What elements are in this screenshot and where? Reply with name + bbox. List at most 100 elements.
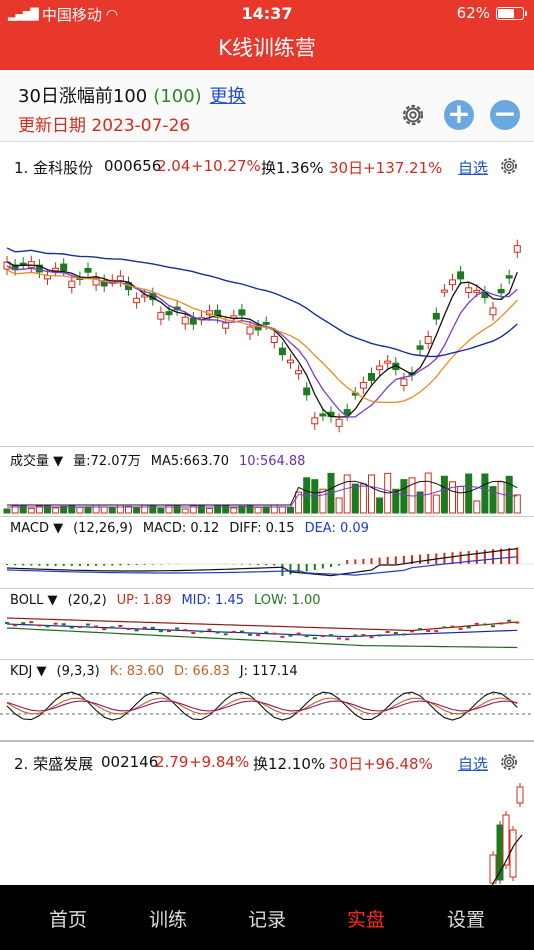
boll-tick	[37, 624, 42, 627]
add-button[interactable]: +	[444, 100, 474, 130]
stock-name: 2. 荣盛发展	[14, 755, 94, 773]
boll-tick	[458, 627, 463, 630]
candle	[52, 267, 60, 272]
boll-tick	[499, 622, 504, 625]
boll-tick	[175, 627, 180, 630]
tab-settings[interactable]: 设置	[446, 909, 485, 931]
volume-bar	[473, 500, 481, 514]
boll-tick	[231, 630, 236, 633]
volume-bar	[157, 507, 165, 514]
tab-record[interactable]: 记录	[247, 909, 286, 931]
kline-chart[interactable]	[0, 184, 534, 446]
kdj-toggle[interactable]: KDJ ▼	[10, 664, 47, 679]
volume-bar	[84, 506, 92, 514]
boll-tick	[337, 637, 342, 640]
candle	[230, 315, 238, 319]
volume-bar	[505, 475, 513, 514]
volume-bar	[287, 506, 294, 514]
volume-toggle[interactable]: 成交量 ▼	[10, 454, 64, 469]
volume-bar	[11, 505, 19, 514]
candle	[270, 335, 278, 344]
volume-bar	[424, 472, 432, 514]
boll-tick	[53, 622, 58, 625]
stock-header-2[interactable]: 2. 荣盛发展 002146 2.79 +9.84% 换12.10% 30日+9…	[0, 742, 534, 782]
candle	[465, 287, 473, 293]
boll-tick	[239, 630, 244, 633]
candle	[516, 786, 524, 804]
boll-tick	[158, 630, 163, 633]
candle	[368, 372, 375, 381]
volume-bar	[278, 506, 286, 514]
tab-live[interactable]: 实盘	[346, 909, 385, 931]
kdj-d-line	[6, 700, 518, 712]
candle	[432, 312, 440, 320]
boll-tick	[515, 621, 520, 624]
stock-code: 000656	[104, 157, 162, 175]
volume-bar	[141, 504, 149, 514]
fav-link[interactable]: 自选	[458, 159, 489, 177]
boll-tick	[191, 632, 196, 635]
switch-list-link[interactable]: 更换	[209, 86, 246, 107]
boll-tick	[207, 628, 212, 631]
volume-bar	[392, 488, 400, 514]
volume-bar	[465, 473, 473, 514]
boll-toggle[interactable]: BOLL ▼	[10, 593, 58, 608]
volume-bar	[222, 504, 230, 514]
stock-header-1[interactable]: 1. 金科股份 000656 2.04 +10.27% 换1.36% 30日+1…	[0, 146, 534, 186]
tab-bar: 首页 训练 记录 实盘 设置	[0, 885, 534, 950]
volume-ma5: MA5:663.70	[150, 454, 230, 469]
volume-bar	[35, 505, 43, 514]
macd-value: MACD: 0.12	[142, 521, 220, 536]
tab-train[interactable]: 训练	[148, 909, 187, 931]
macd-chart	[0, 547, 534, 577]
list-count: (100)	[153, 86, 202, 107]
signal-icon: ▂▄▆█	[8, 8, 39, 21]
stock-code: 002146	[101, 753, 159, 771]
stock-30d: 30日+137.21%	[329, 159, 443, 177]
candle	[238, 309, 246, 316]
boll-tick	[77, 625, 82, 628]
boll-tick	[320, 635, 325, 638]
candle	[424, 336, 432, 344]
stock-price: 2.79	[155, 753, 189, 771]
fav-link[interactable]: 自选	[458, 755, 489, 773]
remove-button[interactable]: −	[490, 100, 520, 130]
candle	[400, 378, 408, 386]
volume-bar	[52, 507, 60, 514]
boll-tick	[264, 631, 269, 634]
stock-turnover: 换1.36%	[261, 159, 324, 177]
boll-tick	[304, 635, 309, 638]
volume-bar	[457, 486, 465, 514]
candle	[246, 326, 254, 335]
settings-gear-icon[interactable]	[398, 100, 428, 130]
boll-params: (20,2)	[67, 593, 107, 608]
boll-tick	[329, 634, 333, 637]
volume-bar	[173, 505, 181, 514]
volume-bar	[238, 505, 246, 514]
boll-tick	[466, 626, 471, 629]
volume-bar	[376, 497, 384, 514]
volume-bar	[214, 505, 222, 514]
volume-bar	[319, 488, 327, 514]
boll-tick	[369, 636, 374, 639]
volume-legend: 成交量 ▼ 量:72.07万 MA5:663.70 10:564.88	[10, 450, 315, 469]
wifi-icon: ◠	[105, 6, 119, 23]
boll-tick	[312, 637, 317, 640]
candle	[343, 409, 351, 416]
ma20-line	[6, 269, 518, 404]
kline-chart-2[interactable]	[0, 783, 534, 887]
candle	[416, 345, 424, 350]
candle	[319, 413, 327, 417]
boll-tick	[434, 630, 439, 633]
volume-bar	[513, 494, 521, 514]
macd-toggle[interactable]: MACD ▼	[10, 521, 64, 536]
candle	[502, 814, 510, 866]
volume-bar	[481, 473, 489, 514]
boll-tick	[385, 630, 390, 633]
tab-home[interactable]: 首页	[48, 909, 87, 931]
volume-bar	[295, 491, 303, 514]
kdj-params: (9,3,3)	[56, 664, 100, 679]
boll-chart	[5, 617, 520, 649]
volume-bar	[489, 486, 497, 514]
candle	[513, 245, 521, 253]
